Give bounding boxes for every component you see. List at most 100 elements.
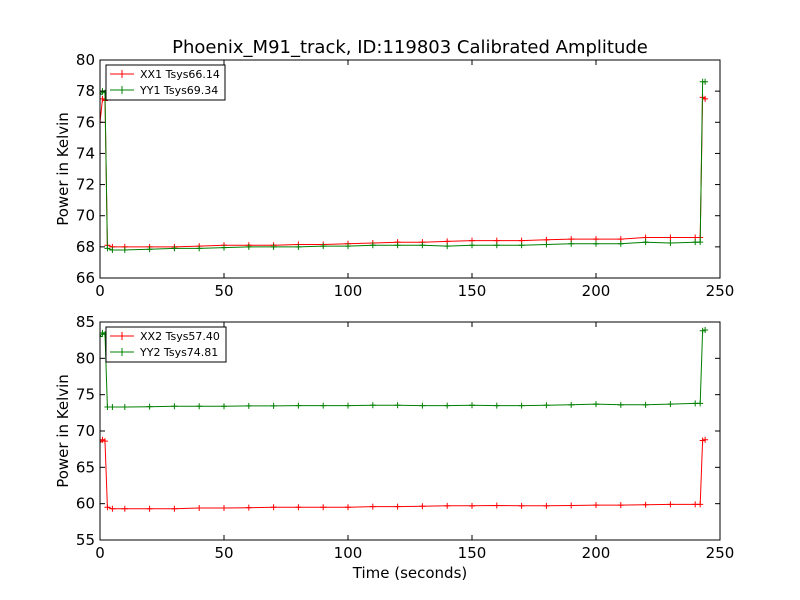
- data-point-xx2: [109, 505, 116, 512]
- legend-label-yy2: YY2 Tsys74.81: [139, 346, 218, 359]
- data-point-yy1: [568, 240, 575, 247]
- data-point-yy2: [702, 326, 709, 333]
- data-point-xx2: [101, 438, 108, 445]
- y-tick-label: 85: [76, 313, 95, 331]
- data-point-yy2: [543, 402, 550, 409]
- data-point-yy2: [369, 402, 376, 409]
- data-point-xx2: [146, 505, 153, 512]
- data-point-yy1: [444, 243, 451, 250]
- series-line-xx2: [100, 439, 706, 510]
- y-tick-label: 72: [76, 176, 95, 194]
- bottom-legend: XX2 Tsys57.40 YY2 Tsys74.81: [105, 326, 227, 363]
- y-tick-label: 80: [76, 349, 95, 367]
- data-point-yy2: [295, 402, 302, 409]
- data-point-xx2: [369, 503, 376, 510]
- data-point-yy1: [245, 243, 252, 250]
- data-point-yy1: [642, 239, 649, 246]
- data-point-yy2: [171, 403, 178, 410]
- data-point-yy1: [593, 240, 599, 247]
- top-panel: 0 50 100 150 200 250 66 68 70 72 74 76 78 80 Power in…: [54, 51, 734, 300]
- data-point-yy2: [419, 402, 426, 409]
- data-point-yy2: [221, 403, 227, 410]
- data-point-yy2: [196, 403, 203, 410]
- y-tick-label: 55: [76, 531, 95, 549]
- top-axes-frame: [99, 59, 721, 279]
- data-point-xx2: [196, 505, 203, 512]
- x-tick-label: 100: [334, 282, 363, 300]
- data-point-yy2: [100, 333, 103, 340]
- data-point-xx2: [295, 504, 302, 511]
- data-point-yy2: [444, 402, 451, 409]
- series-line-yy1: [100, 81, 706, 251]
- data-point-xx2: [320, 504, 327, 511]
- top-legend-box: [105, 64, 226, 101]
- data-point-yy1: [100, 91, 103, 98]
- data-point-yy1: [394, 242, 401, 249]
- data-point-yy2: [493, 402, 500, 409]
- x-tick-label: 200: [582, 544, 611, 562]
- data-point-yy1: [121, 246, 128, 253]
- data-point-xx2: [171, 505, 178, 512]
- data-point-yy1: [369, 242, 376, 249]
- data-point-yy1: [617, 240, 624, 247]
- y-tick-label: 65: [76, 458, 95, 476]
- data-point-yy2: [469, 402, 475, 409]
- series-line-yy2: [100, 329, 706, 408]
- data-point-yy1: [109, 246, 116, 253]
- data-point-yy2: [667, 401, 674, 408]
- data-point-yy1: [543, 241, 550, 248]
- data-point-yy1: [697, 239, 704, 246]
- top-ticks: 0 50 100 150 200 250 66 68 70 72 74 76 78 80: [76, 51, 734, 300]
- data-point-xx1: [667, 234, 674, 241]
- y-tick-label: 70: [76, 207, 95, 225]
- data-point-xx2: [667, 501, 674, 508]
- data-point-yy2: [345, 402, 351, 409]
- data-point-yy1: [345, 243, 351, 250]
- data-point-yy1: [295, 243, 302, 250]
- x-tick-label: 100: [334, 544, 363, 562]
- x-tick-label: 150: [458, 544, 487, 562]
- data-point-xx2: [702, 436, 709, 443]
- data-point-yy1: [320, 243, 327, 250]
- data-point-yy1: [104, 245, 111, 252]
- x-tick-label: 0: [95, 282, 105, 300]
- data-point-yy1: [419, 242, 426, 249]
- data-point-yy1: [146, 246, 153, 253]
- legend-marker-xx1: [118, 70, 126, 78]
- data-point-xx2: [469, 502, 475, 509]
- x-tick-label: 200: [582, 282, 611, 300]
- x-tick-label: 250: [706, 282, 735, 300]
- bottom-legend-box: [105, 326, 227, 363]
- data-point-yy2: [245, 402, 252, 409]
- chart-title: Phoenix_M91_track, ID:119803 Calibrated …: [172, 37, 648, 58]
- data-point-yy2: [617, 401, 624, 408]
- y-tick-label: 75: [76, 386, 95, 404]
- y-tick-label: 70: [76, 422, 95, 440]
- data-point-yy2: [697, 400, 704, 407]
- x-tick-label: 250: [706, 544, 735, 562]
- data-point-yy2: [270, 402, 277, 409]
- data-point-xx2: [121, 505, 128, 512]
- legend-marker-yy1: [118, 86, 126, 94]
- data-point-xx2: [270, 504, 277, 511]
- data-point-xx2: [568, 502, 575, 509]
- x-tick-label: 50: [214, 544, 233, 562]
- bottom-x-axis-label: Time (seconds): [352, 564, 468, 582]
- data-point-xx2: [221, 505, 227, 512]
- top-series-layer: [100, 78, 709, 253]
- data-point-yy2: [568, 401, 575, 408]
- top-legend: XX1 Tsys66.14 YY1 Tsys69.34: [105, 64, 226, 101]
- bottom-ticks: 0 50 100 150 200 250 55 60 65 70 75 80 85: [76, 313, 734, 562]
- legend-marker-xx2: [118, 332, 126, 340]
- y-tick-label: 68: [76, 238, 95, 256]
- data-point-xx2: [697, 501, 704, 508]
- data-point-yy2: [320, 402, 327, 409]
- data-point-yy1: [667, 239, 674, 246]
- series-line-xx1: [100, 96, 706, 248]
- data-point-xx2: [642, 501, 649, 508]
- x-tick-label: 50: [214, 282, 233, 300]
- data-point-yy2: [642, 401, 649, 408]
- data-point-yy2: [109, 404, 116, 411]
- x-tick-label: 0: [95, 544, 105, 562]
